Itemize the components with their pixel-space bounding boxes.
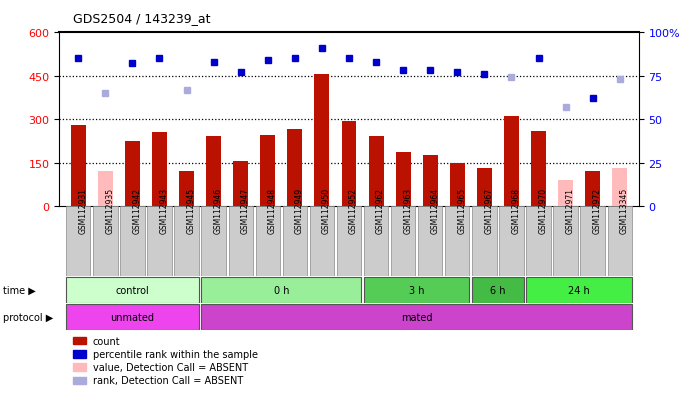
Bar — [206, 137, 221, 206]
Bar — [288, 130, 302, 206]
Bar — [174, 206, 199, 277]
Text: GSM112970: GSM112970 — [538, 187, 547, 233]
Text: time ▶: time ▶ — [3, 285, 36, 295]
Text: GSM112962: GSM112962 — [376, 187, 385, 233]
Bar — [526, 277, 632, 303]
Bar — [337, 206, 361, 277]
Text: 3 h: 3 h — [409, 285, 424, 295]
Bar — [364, 206, 388, 277]
Text: GSM112931: GSM112931 — [78, 187, 87, 233]
Text: unmated: unmated — [110, 312, 154, 322]
Text: GSM112943: GSM112943 — [160, 187, 168, 233]
Bar — [396, 153, 410, 206]
Bar — [418, 206, 443, 277]
Bar — [202, 206, 226, 277]
Bar — [147, 206, 172, 277]
Bar — [612, 169, 628, 206]
Bar — [255, 206, 280, 277]
Text: GSM112965: GSM112965 — [457, 187, 466, 233]
Text: GSM112963: GSM112963 — [403, 187, 412, 233]
Text: mated: mated — [401, 312, 433, 322]
Bar — [66, 304, 199, 330]
Bar — [283, 206, 307, 277]
Text: protocol ▶: protocol ▶ — [3, 312, 54, 322]
Bar — [472, 277, 524, 303]
Bar — [202, 304, 632, 330]
Text: GDS2504 / 143239_at: GDS2504 / 143239_at — [73, 12, 211, 25]
Bar — [315, 75, 329, 206]
Bar — [98, 172, 113, 206]
Text: GSM112968: GSM112968 — [512, 187, 521, 233]
Bar — [364, 277, 470, 303]
Bar — [93, 206, 117, 277]
Bar — [581, 206, 605, 277]
Bar — [423, 156, 438, 206]
Text: percentile rank within the sample: percentile rank within the sample — [93, 349, 258, 359]
Text: GSM112949: GSM112949 — [295, 187, 304, 233]
Bar — [120, 206, 144, 277]
Bar — [260, 135, 275, 206]
Text: GSM112948: GSM112948 — [268, 187, 277, 233]
Bar — [152, 133, 167, 206]
Text: GSM112935: GSM112935 — [105, 187, 114, 233]
Bar — [504, 117, 519, 206]
Bar — [369, 137, 383, 206]
Bar — [228, 206, 253, 277]
Bar — [585, 172, 600, 206]
Text: GSM112942: GSM112942 — [133, 187, 142, 233]
Bar — [477, 169, 492, 206]
Bar — [233, 162, 248, 206]
Bar — [499, 206, 524, 277]
Text: count: count — [93, 336, 121, 346]
Bar — [472, 206, 496, 277]
Bar — [554, 206, 578, 277]
Bar — [70, 126, 86, 206]
Text: GSM112946: GSM112946 — [214, 187, 223, 233]
Bar — [341, 121, 357, 206]
Text: GSM112945: GSM112945 — [186, 187, 195, 233]
Text: value, Detection Call = ABSENT: value, Detection Call = ABSENT — [93, 362, 248, 372]
Text: 24 h: 24 h — [568, 285, 590, 295]
Bar — [179, 172, 194, 206]
Text: GSM112967: GSM112967 — [484, 187, 493, 233]
Bar — [450, 163, 465, 206]
Bar — [66, 206, 91, 277]
Text: GSM112971: GSM112971 — [565, 187, 574, 233]
Bar — [445, 206, 470, 277]
Text: GSM112947: GSM112947 — [241, 187, 250, 233]
Text: GSM113345: GSM113345 — [620, 187, 629, 233]
Bar — [607, 206, 632, 277]
Text: GSM112972: GSM112972 — [593, 187, 602, 233]
Text: rank, Detection Call = ABSENT: rank, Detection Call = ABSENT — [93, 375, 243, 385]
Bar — [531, 131, 546, 206]
Text: 6 h: 6 h — [490, 285, 505, 295]
Bar — [125, 142, 140, 206]
Bar — [526, 206, 551, 277]
Bar — [310, 206, 334, 277]
Text: 0 h: 0 h — [274, 285, 289, 295]
Text: GSM112952: GSM112952 — [349, 187, 358, 233]
Bar — [66, 277, 199, 303]
Bar — [391, 206, 415, 277]
Bar — [202, 277, 361, 303]
Bar — [558, 180, 573, 206]
Text: GSM112964: GSM112964 — [430, 187, 439, 233]
Text: control: control — [116, 285, 149, 295]
Text: GSM112950: GSM112950 — [322, 187, 331, 233]
